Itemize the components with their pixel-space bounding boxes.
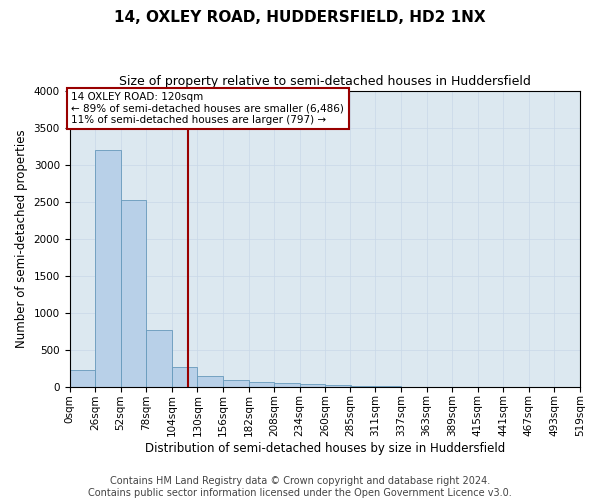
- X-axis label: Distribution of semi-detached houses by size in Huddersfield: Distribution of semi-detached houses by …: [145, 442, 505, 455]
- Bar: [172, 366, 197, 386]
- Bar: [121, 200, 146, 386]
- Bar: [95, 150, 121, 386]
- Bar: [248, 382, 274, 386]
- Bar: [299, 384, 325, 386]
- Text: Contains HM Land Registry data © Crown copyright and database right 2024.
Contai: Contains HM Land Registry data © Crown c…: [88, 476, 512, 498]
- Y-axis label: Number of semi-detached properties: Number of semi-detached properties: [15, 130, 28, 348]
- Text: 14, OXLEY ROAD, HUDDERSFIELD, HD2 1NX: 14, OXLEY ROAD, HUDDERSFIELD, HD2 1NX: [114, 10, 486, 25]
- Bar: [70, 370, 95, 386]
- Title: Size of property relative to semi-detached houses in Huddersfield: Size of property relative to semi-detach…: [119, 75, 531, 88]
- Bar: [223, 380, 248, 386]
- Bar: [274, 383, 299, 386]
- Bar: [146, 330, 172, 386]
- Text: 14 OXLEY ROAD: 120sqm
← 89% of semi-detached houses are smaller (6,486)
11% of s: 14 OXLEY ROAD: 120sqm ← 89% of semi-deta…: [71, 92, 344, 125]
- Bar: [325, 385, 351, 386]
- Bar: [197, 376, 223, 386]
